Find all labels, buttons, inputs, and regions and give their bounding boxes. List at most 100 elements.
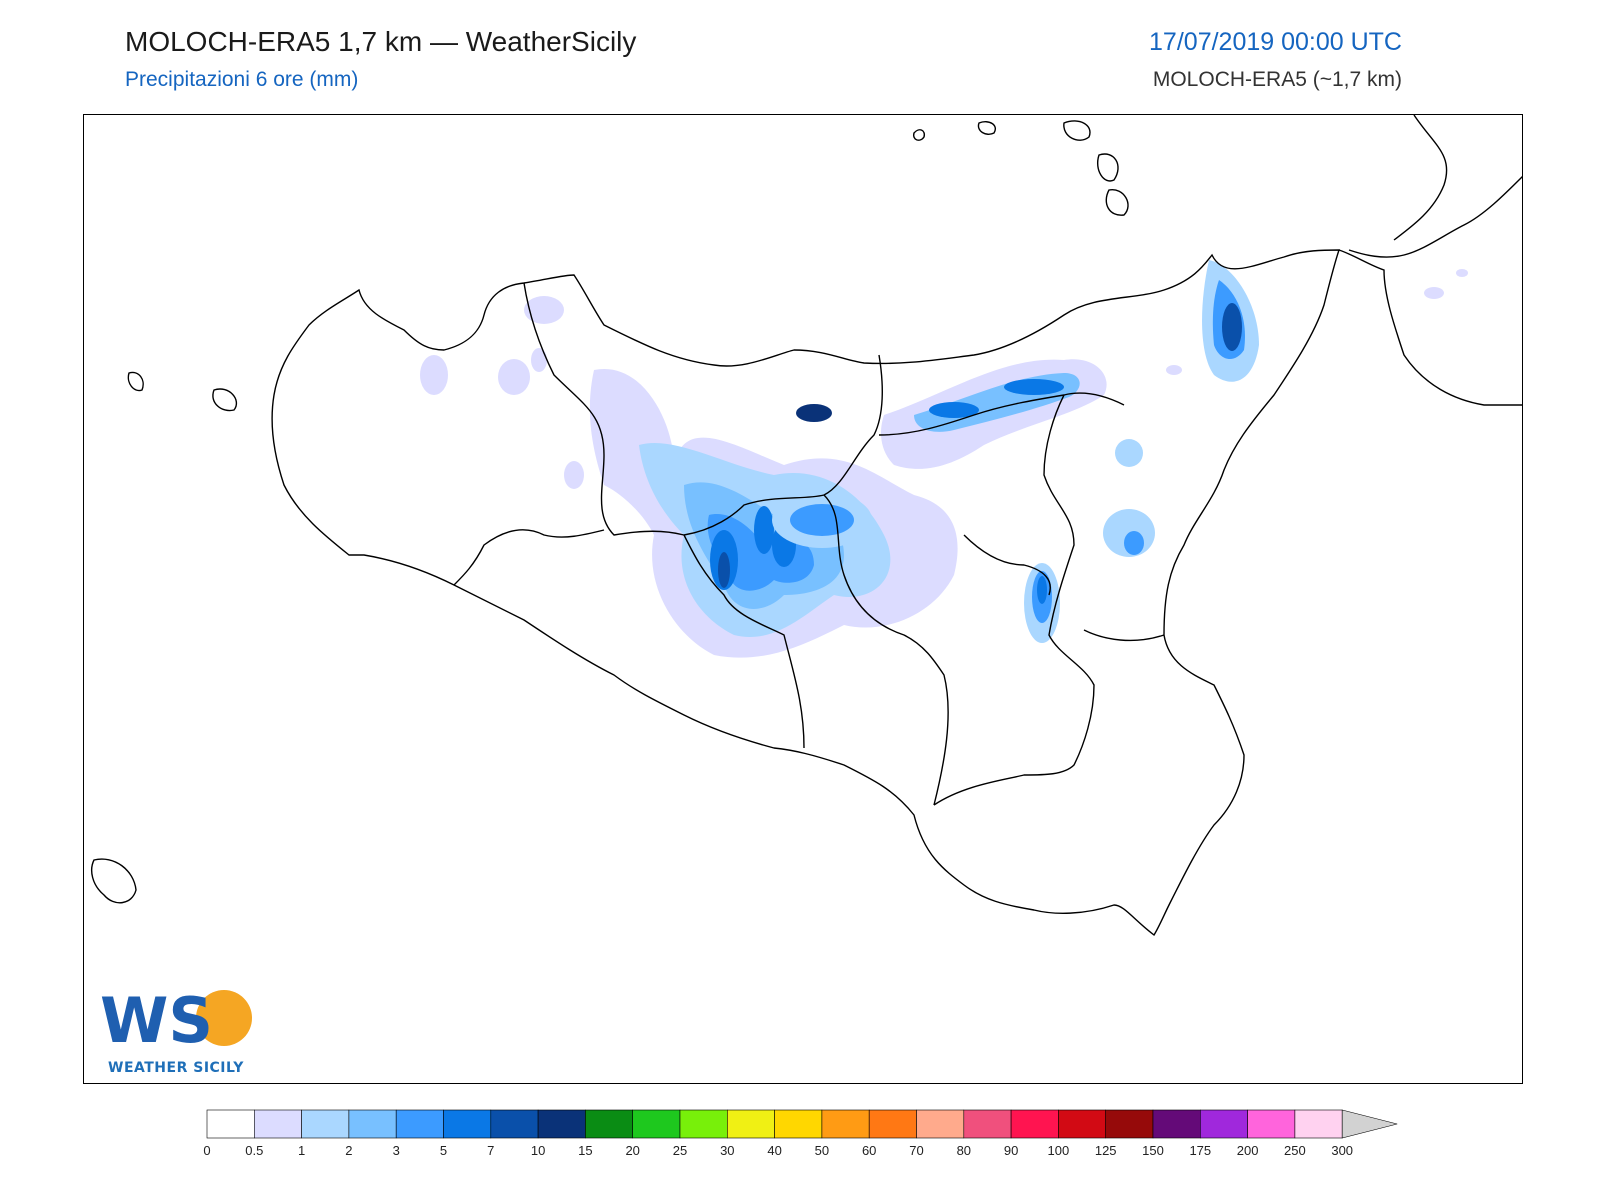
colorbar-cell bbox=[1058, 1109, 1107, 1139]
precip-scatter-3 bbox=[420, 355, 448, 395]
colorbar-tick-label: 50 bbox=[815, 1143, 829, 1158]
province-border-3 bbox=[683, 534, 805, 749]
colorbar-cell bbox=[206, 1109, 255, 1139]
precip-east-cell-1 bbox=[1115, 439, 1143, 467]
map-title: MOLOCH-ERA5 1,7 km — WeatherSicily bbox=[125, 26, 637, 57]
precip-cell-west-b bbox=[754, 506, 774, 554]
colorbar-tick-label: 0.5 bbox=[245, 1143, 263, 1158]
pantelleria bbox=[91, 858, 137, 904]
colorbar-cell bbox=[490, 1109, 539, 1139]
colorbar-cell bbox=[868, 1109, 917, 1139]
colorbar-labels: 0 0.5 1 2 3 5 7 10 15 20 25 30 40 50 60 70 80 90 100 125 150… bbox=[203, 1143, 1353, 1158]
logo-sun-shape bbox=[196, 990, 252, 1046]
colorbar-cell bbox=[348, 1109, 397, 1139]
colorbar-cell bbox=[254, 1109, 302, 1139]
colorbar-cell bbox=[632, 1109, 681, 1139]
valid-datetime: 17/07/2019 00:00 UTC bbox=[1149, 28, 1402, 56]
colorbar-cell bbox=[726, 1109, 775, 1139]
colorbar-tick-label: 300 bbox=[1331, 1143, 1353, 1158]
colorbar-tick-label: 125 bbox=[1095, 1143, 1117, 1158]
precip-east-cell-3-core bbox=[1037, 576, 1047, 604]
colorbar-tick-label: 20 bbox=[625, 1143, 639, 1158]
coastlines bbox=[91, 115, 1522, 937]
colorbar-tick-label: 7 bbox=[487, 1143, 494, 1158]
colorbar-tick-label: 40 bbox=[767, 1143, 781, 1158]
colorbar-tick-label: 10 bbox=[531, 1143, 545, 1158]
precip-band-ne-core2 bbox=[1004, 379, 1064, 395]
colorbar-cells bbox=[206, 1109, 1398, 1139]
model-label: MOLOCH-ERA5 (~1,7 km) bbox=[1152, 68, 1402, 91]
colorbar-tick-label: 0 bbox=[203, 1143, 210, 1158]
precip-cell-center-peak bbox=[796, 404, 832, 422]
colorbar-cell bbox=[1294, 1109, 1343, 1139]
colorbar-cell bbox=[916, 1109, 965, 1139]
precip-scatter-1 bbox=[498, 359, 530, 395]
colorbar-tick-label: 90 bbox=[1004, 1143, 1018, 1158]
colorbar-cell bbox=[1247, 1109, 1296, 1139]
colorbar-tick-label: 175 bbox=[1189, 1143, 1211, 1158]
colorbar: 0 0.5 1 2 3 5 7 10 15 20 25 30 40 50 60 70 80 90 100 125 150… bbox=[203, 1109, 1398, 1158]
colorbar-cell bbox=[1010, 1109, 1059, 1139]
province-border-8 bbox=[963, 534, 1051, 596]
precipitation-field bbox=[420, 260, 1468, 658]
province-border-5 bbox=[878, 392, 1125, 436]
eolie-island-4 bbox=[1097, 153, 1119, 182]
colorbar-tick-label: 100 bbox=[1048, 1143, 1070, 1158]
eolie-island-1 bbox=[912, 129, 926, 141]
precip-calabria-2 bbox=[1456, 269, 1468, 277]
colorbar-cell bbox=[443, 1109, 492, 1139]
logo-text: WEATHER SICILY bbox=[108, 1060, 244, 1076]
weathersicily-logo: WS bbox=[96, 980, 256, 1080]
colorbar-tick-label: 250 bbox=[1284, 1143, 1306, 1158]
colorbar-tick-label: 70 bbox=[909, 1143, 923, 1158]
precip-scatter-5 bbox=[524, 296, 564, 324]
colorbar-tick-label: 150 bbox=[1142, 1143, 1164, 1158]
precip-east-scatter bbox=[1166, 365, 1182, 375]
egadi-island-1 bbox=[127, 371, 144, 392]
colorbar-cell bbox=[774, 1109, 823, 1139]
province-border-1 bbox=[523, 282, 883, 536]
logo-letters: WS bbox=[100, 984, 213, 1057]
calabria-coast-2 bbox=[1348, 176, 1522, 258]
calabria-coast bbox=[1338, 249, 1522, 406]
colorbar-tick-label: 25 bbox=[673, 1143, 687, 1158]
eolie-island-2 bbox=[977, 121, 996, 135]
colorbar-tick-label: 30 bbox=[720, 1143, 734, 1158]
eolie-island-3 bbox=[1063, 120, 1091, 141]
sicily-coastline bbox=[271, 249, 1340, 937]
colorbar-extend-arrow bbox=[1341, 1109, 1398, 1139]
colorbar-tick-label: 60 bbox=[862, 1143, 876, 1158]
map-subtitle: Precipitazioni 6 ore (mm) bbox=[125, 68, 359, 91]
colorbar-cell bbox=[1105, 1109, 1154, 1139]
precip-scatter-4 bbox=[564, 461, 584, 489]
precip-band-ne-core1 bbox=[929, 402, 979, 418]
province-border-4 bbox=[823, 494, 949, 806]
colorbar-cell bbox=[963, 1109, 1012, 1139]
colorbar-tick-label: 2 bbox=[345, 1143, 352, 1158]
province-border-2 bbox=[453, 529, 605, 586]
colorbar-tick-label: 1 bbox=[298, 1143, 305, 1158]
precip-cell-west-d bbox=[718, 552, 730, 588]
province-border-6 bbox=[933, 394, 1095, 806]
colorbar-cell bbox=[395, 1109, 444, 1139]
province-border-7 bbox=[1083, 629, 1165, 642]
colorbar-tick-label: 15 bbox=[578, 1143, 592, 1158]
colorbar-cell bbox=[301, 1109, 350, 1139]
precip-cell-center-mid bbox=[790, 504, 854, 536]
logo-graphic: WS bbox=[100, 984, 252, 1057]
colorbar-cell bbox=[585, 1109, 634, 1139]
map-canvas bbox=[91, 115, 1522, 937]
colorbar-cell bbox=[537, 1109, 586, 1139]
colorbar-cell bbox=[1152, 1109, 1201, 1139]
colorbar-tick-label: 80 bbox=[957, 1143, 971, 1158]
calabria-coast-3 bbox=[1393, 115, 1448, 241]
egadi-island-2 bbox=[212, 388, 238, 412]
colorbar-tick-label: 3 bbox=[393, 1143, 400, 1158]
precip-calabria-1 bbox=[1424, 287, 1444, 299]
colorbar-tick-label: 5 bbox=[440, 1143, 447, 1158]
colorbar-cell bbox=[1200, 1109, 1248, 1139]
precip-east-cell-2b bbox=[1124, 531, 1144, 555]
map-frame bbox=[83, 114, 1523, 1084]
colorbar-cell bbox=[821, 1109, 870, 1139]
eolie-island-5 bbox=[1105, 189, 1129, 216]
